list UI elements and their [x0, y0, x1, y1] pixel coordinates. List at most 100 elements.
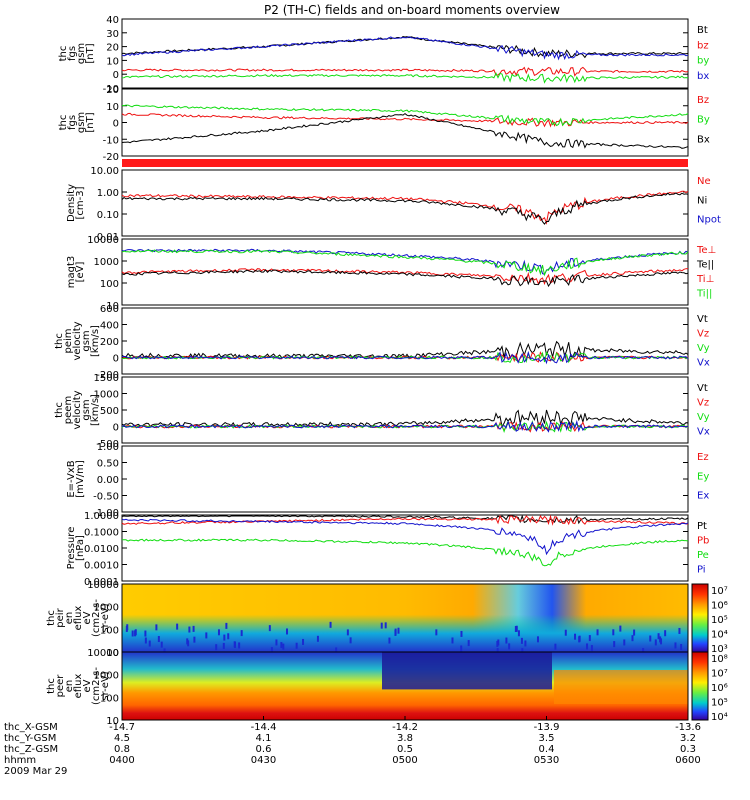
y-tick-label: 30 [106, 29, 119, 40]
y-tick-label: 10000 [87, 648, 119, 659]
y-tick-label: 0.50 [97, 459, 119, 470]
x-tick-label: 0600 [675, 755, 700, 766]
ion-spectrogram-cell [435, 629, 438, 636]
series-line-Ne [121, 190, 689, 225]
ion-spectrogram-cell [394, 629, 397, 636]
series-line-vx [121, 419, 689, 433]
ion-spectrogram-cell [222, 642, 225, 649]
y-tick-label: 1.00 [97, 188, 119, 199]
ion-spectrogram-cell [496, 648, 499, 655]
ion-spectrogram-cell [286, 628, 289, 635]
colorbar-tick-label: 10⁵ [711, 698, 728, 709]
colorbar-tick-label: 10⁴ [711, 712, 728, 723]
ion-spectrogram-cell [612, 629, 615, 636]
x-axis-row-label: hhmm [4, 755, 36, 766]
ion-spectrogram-cell [335, 647, 338, 654]
x-tick-label: 3.2 [680, 733, 696, 744]
ion-spectrogram-cell [520, 637, 523, 644]
x-tick-label: 0.8 [114, 744, 130, 755]
x-tick-label: 4.5 [114, 733, 130, 744]
y-tick-label: 20 [106, 43, 119, 54]
series-line-Bz [121, 112, 689, 128]
legend-entry: Pe [697, 550, 709, 561]
series-line-Ni [121, 192, 689, 225]
series-line-bx [121, 36, 689, 61]
ion-spectrogram-cell [619, 625, 622, 632]
y-tick-label: 0.0100 [84, 544, 119, 555]
legend-entry: Pi [697, 565, 706, 576]
legend-entry: Vz [697, 329, 709, 340]
y-axis-label: thc [58, 115, 69, 131]
y-axis-label: gsm [76, 112, 87, 133]
legend-entry: Vz [697, 398, 709, 409]
legend-entry: Bz [697, 95, 709, 106]
ion-spectrogram-cell [642, 648, 645, 655]
legend-entry: Vt [697, 383, 708, 394]
ion-spectrogram-cell [460, 645, 463, 652]
panel-frame-vel-ion [121, 307, 689, 375]
y-axis-label: peer [55, 674, 66, 698]
y-tick-label: 0.0001 [84, 577, 119, 588]
ion-spectrogram-cell [188, 626, 191, 633]
ion-spectrogram-cell [238, 642, 241, 649]
y-tick-label: 0 [113, 119, 119, 130]
y-tick-label: 100 [100, 625, 119, 636]
y-axis-label: sr-eV) [100, 603, 111, 632]
ion-spectrogram-cell [664, 630, 667, 637]
y-axis-label: peim [63, 328, 74, 353]
y-tick-label: 1.0000 [84, 511, 119, 522]
ion-spectrogram-cell [192, 625, 195, 632]
x-tick-label: -14.7 [109, 722, 135, 733]
ion-spectrogram-cell [227, 633, 230, 640]
y-axis-label: peem [63, 396, 74, 424]
y-tick-label: 400 [100, 321, 119, 332]
ion-spectrogram-cell [157, 636, 160, 643]
colorbar-tick-label: 10⁶ [711, 601, 728, 612]
y-axis-label: (cm2-s- [91, 599, 102, 637]
ion-spectrogram-cell [280, 642, 283, 649]
ion-spectrogram-cell [536, 636, 539, 643]
y-axis-label: gsm [81, 330, 92, 351]
ion-spectrogram-cell [623, 639, 626, 646]
ion-spectrogram-cell [282, 643, 285, 650]
ion-spectrogram-cell [517, 630, 520, 637]
ion-spectrogram-cell [633, 629, 636, 636]
colorbar-tick-label: 10³ [711, 644, 728, 655]
ion-spectrogram-cell [514, 625, 517, 632]
legend-entry: Npot [697, 215, 721, 226]
y-axis-label: velocity [72, 390, 83, 429]
y-tick-label: 10 [106, 648, 119, 659]
x-tick-label: 3.8 [397, 733, 413, 744]
ion-spectrogram-cell [268, 625, 271, 632]
series-line-Ti⊥ [121, 248, 689, 276]
legend-entry: Ti⊥ [696, 274, 714, 285]
y-axis-label: magt3 [66, 256, 77, 289]
x-tick-label: 0530 [534, 755, 559, 766]
ion-spectrogram-cell [384, 622, 387, 629]
legend-entry: Te|| [696, 260, 714, 271]
legend-entry: by [697, 56, 709, 67]
x-tick-label: 0430 [251, 755, 276, 766]
x-axis-row-label: thc_Z-GSM [4, 744, 58, 755]
y-tick-label: 1000 [94, 257, 119, 268]
y-axis-label: [nPa] [75, 535, 86, 561]
y-tick-label: 1.00 [97, 442, 119, 453]
ion-spectrogram-cell [588, 635, 591, 642]
y-tick-label: 500 [100, 406, 119, 417]
y-tick-label: 1000 [94, 603, 119, 614]
colorbar-tick-label: 10⁵ [711, 615, 728, 626]
legend-entry: Ne [697, 176, 711, 187]
ion-spectrogram-cell [574, 633, 577, 640]
ion-spectrogram-cell [193, 636, 196, 643]
ion-spectrogram-cell [134, 630, 137, 637]
ion-spectrogram-cell [613, 641, 616, 648]
colorbar-tick-label: 10⁷ [711, 669, 728, 680]
legend-entry: Ni [697, 195, 707, 206]
ion-spectrogram-cell [329, 621, 332, 628]
y-tick-label: 40 [106, 15, 119, 26]
y-tick-label: 10 [106, 102, 119, 113]
y-axis-label: [cm-3] [75, 186, 86, 219]
y-axis-label: peir [55, 607, 66, 627]
colorbar-tick-label: 10⁶ [711, 683, 728, 694]
